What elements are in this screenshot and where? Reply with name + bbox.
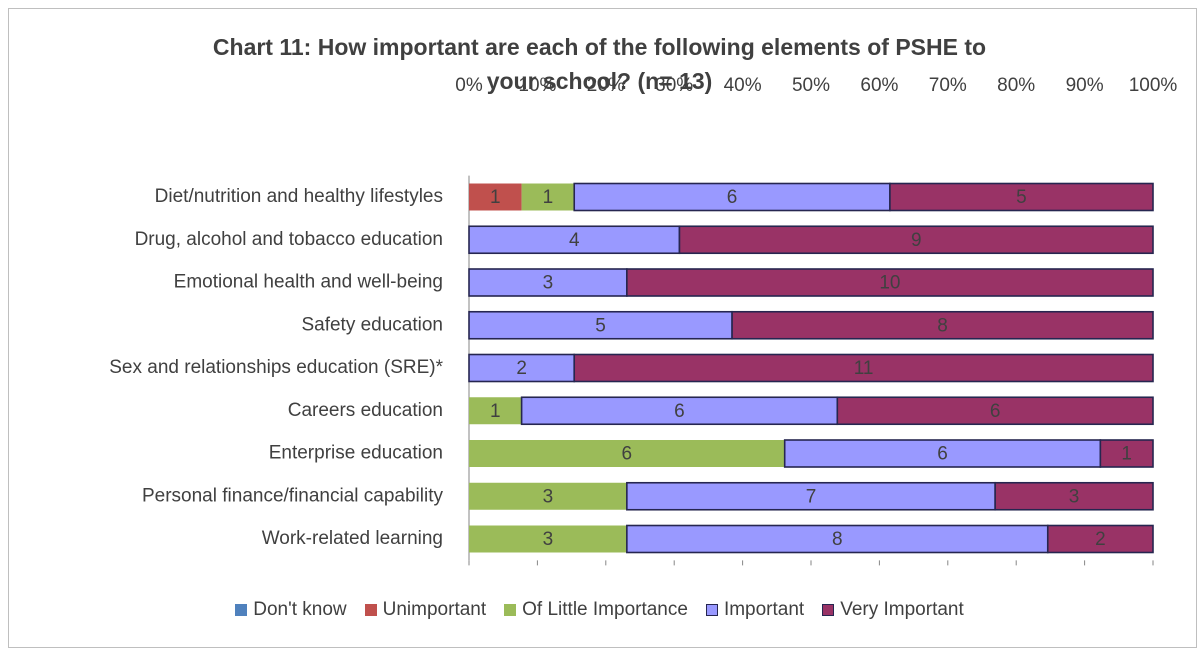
category-label: Emotional health and well-being [174, 272, 443, 293]
x-tick-label: 60% [860, 75, 898, 96]
bar-segment [468, 310, 733, 340]
category-label: Personal finance/financial capability [142, 485, 444, 506]
bar-segment [731, 310, 1154, 340]
legend-item: Of Little Importance [504, 599, 688, 621]
bar-segment [469, 183, 522, 211]
data-label: 9 [911, 230, 922, 251]
bar-segment [626, 268, 1154, 297]
category-labels: Diet/nutrition and healthy lifestyles Dru… [109, 186, 443, 549]
data-label: 8 [937, 315, 948, 336]
x-tick-label: 70% [929, 75, 967, 96]
bars: 1 1 6 54 93 105 82 111 6 66 6 13 7 33 8 2 [468, 182, 1154, 554]
legend-label: Important [723, 599, 805, 620]
legend-item: Important [705, 599, 805, 621]
bar-segment [573, 182, 891, 212]
x-tick-label: 40% [724, 75, 762, 96]
legend-swatch [705, 604, 718, 616]
bar-segment [678, 225, 1154, 255]
x-tick-label: 20% [587, 75, 625, 96]
bar-segment [573, 353, 1154, 383]
category-label: Enterprise education [269, 443, 443, 464]
legend: Don't know Unimportant Of Little Importanc… [0, 599, 1199, 622]
bar-segment [468, 353, 576, 383]
bar-segment [994, 481, 1154, 511]
legend-swatch [822, 604, 835, 616]
data-label: 3 [543, 529, 554, 550]
data-label: 5 [1016, 187, 1027, 208]
legend-label: Very Important [840, 599, 964, 620]
bar-segment [626, 481, 996, 511]
bar-segment [469, 440, 785, 467]
bar-segment [468, 268, 628, 297]
bar-segment [468, 225, 681, 255]
chart-title-line-1: Chart 11: How important are each of the … [212, 34, 987, 60]
data-label: 6 [937, 444, 948, 465]
data-label: 10 [879, 273, 900, 294]
data-label: 3 [543, 273, 554, 294]
data-label: 6 [622, 444, 633, 465]
bar-segment [783, 439, 1102, 468]
bar-segment [469, 397, 522, 425]
chart-title: Chart 11: How important are each of the … [0, 30, 1199, 98]
bar-segment [469, 525, 627, 553]
bar-segment [836, 396, 1154, 426]
x-tick-label: 30% [655, 75, 693, 96]
x-tick-label: 10% [518, 75, 556, 96]
data-label: 3 [1069, 486, 1080, 507]
category-label: Careers education [288, 400, 443, 421]
bar-segment [889, 182, 1154, 212]
data-label: 8 [832, 529, 843, 550]
legend-swatch [504, 604, 517, 616]
x-tick-label: 90% [1066, 75, 1104, 96]
data-label: 6 [674, 401, 685, 422]
data-label: 1 [490, 187, 501, 208]
x-tick-label: 0% [455, 75, 483, 96]
category-label: Drug, alcohol and tobacco education [135, 229, 443, 250]
bar-segment [469, 482, 627, 510]
legend-label: Of Little Importance [522, 599, 688, 620]
data-label: 4 [569, 230, 580, 251]
legend-swatch [235, 604, 248, 616]
data-label: 7 [806, 486, 817, 507]
x-tick-label: 50% [792, 75, 830, 96]
data-label: 5 [595, 315, 606, 336]
category-label: Safety education [301, 314, 443, 335]
bar-segment [1099, 439, 1154, 468]
x-tick-label: 80% [997, 75, 1035, 96]
legend-item: Unimportant [364, 599, 487, 621]
legend-item: Don't know [235, 599, 347, 621]
category-label: Sex and relationships education (SRE)* [109, 357, 443, 378]
bar-segment [1046, 524, 1154, 554]
data-label: 1 [543, 187, 554, 208]
data-label: 2 [516, 358, 527, 379]
bar-segment [520, 396, 839, 426]
category-label: Work-related learning [262, 528, 443, 549]
legend-label: Don't know [253, 599, 347, 620]
data-label: 11 [854, 358, 874, 379]
data-label: 1 [490, 401, 501, 422]
bar-segment [521, 183, 575, 211]
data-label: 1 [1121, 444, 1132, 465]
legend-item: Very Important [822, 599, 964, 621]
category-label: Diet/nutrition and healthy lifestyles [155, 186, 443, 207]
x-tick-label: 100% [1129, 75, 1178, 96]
chart-title-line-2: your school? (n= 13) [486, 68, 713, 94]
legend-label: Unimportant [382, 599, 487, 620]
data-label: 2 [1095, 529, 1106, 550]
data-label: 3 [543, 486, 554, 507]
legend-swatch [364, 604, 377, 616]
data-label: 6 [990, 401, 1001, 422]
data-label: 6 [727, 187, 738, 208]
